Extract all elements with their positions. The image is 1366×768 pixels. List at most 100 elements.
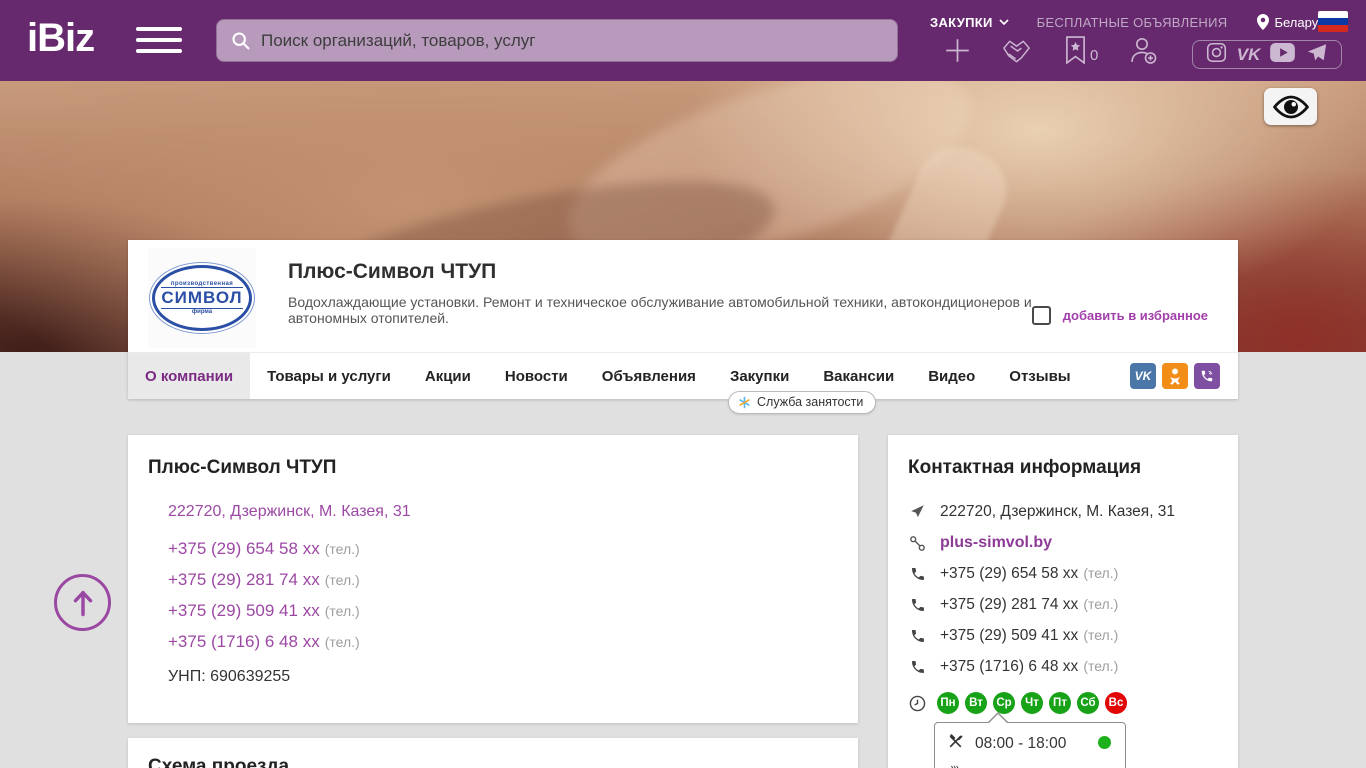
phone-icon (908, 658, 927, 675)
tab-promotions[interactable]: Акции (424, 367, 471, 385)
youtube-icon[interactable] (1270, 42, 1296, 67)
arrow-up-icon (73, 590, 92, 616)
contact-phone[interactable]: +375 (29) 654 58 xx (тел.) (940, 565, 1118, 583)
add-to-favorites[interactable]: добавить в избранное (1031, 306, 1208, 325)
tab-products[interactable]: Товары и услуги (267, 367, 391, 385)
navigation-arrow-icon (908, 503, 927, 519)
telegram-icon[interactable] (1305, 42, 1328, 68)
favorite-label: добавить в избранное (1062, 308, 1208, 323)
website-link[interactable]: plus-simvol.by (940, 534, 1053, 551)
day-badge-wed[interactable]: Ср (993, 692, 1015, 714)
company-address-link[interactable]: 222720, Дзержинск, М. Казея, 31 (168, 503, 411, 520)
day-badge-sat[interactable]: Сб (1077, 692, 1099, 714)
lunch-label: без обеда (975, 767, 1047, 768)
contact-title: Контактная информация (908, 457, 1142, 478)
menu-zakupki[interactable]: ЗАКУПКИ (930, 15, 1009, 30)
phone-link[interactable]: +375 (29) 281 74 xx (168, 570, 320, 589)
phone-type: (тел.) (1083, 596, 1119, 612)
day-badge-thu[interactable]: Чт (1021, 692, 1043, 714)
contact-address: 222720, Дзержинск, М. Казея, 31 (940, 503, 1176, 520)
search-bar (216, 19, 898, 62)
favorites-count: 0 (1090, 47, 1099, 64)
work-hours: 08:00 - 18:00 (975, 735, 1067, 752)
register-button[interactable] (1128, 36, 1158, 64)
header-action-icons: 0 (944, 36, 1158, 64)
chevron-down-icon (999, 18, 1009, 25)
phone-type: (тел.) (324, 572, 360, 588)
viber-icon[interactable] (1194, 363, 1220, 389)
region-selector[interactable]: Беларусь (1257, 14, 1331, 30)
vk-social-icon[interactable]: VK (1130, 363, 1156, 389)
day-badge-sun[interactable]: Вс (1105, 692, 1127, 714)
contact-info-card: Контактная информация 222720, Дзержинск,… (888, 435, 1238, 768)
contact-phone[interactable]: +375 (29) 509 41 xx (тел.) (940, 627, 1118, 645)
phone-link[interactable]: +375 (1716) 6 48 xx (168, 632, 320, 651)
hamburger-menu-icon[interactable] (136, 27, 182, 55)
scroll-to-top-button[interactable] (54, 574, 111, 631)
phone-link[interactable]: +375 (29) 509 41 xx (168, 601, 320, 620)
tab-procurement[interactable]: Закупки (729, 367, 790, 385)
clock-icon (908, 694, 927, 712)
odnoklassniki-icon[interactable] (1162, 363, 1188, 389)
company-description: Водохлаждающие установки. Ремонт и техни… (288, 294, 1032, 326)
tab-about[interactable]: О компании (128, 353, 251, 399)
about-title: Плюс-Символ ЧТУП (148, 457, 337, 478)
link-icon (908, 534, 927, 552)
phone-type: (тел.) (1083, 565, 1119, 581)
top-header: iBiz ЗАКУПКИ БЕСПЛАТНЫЕ ОБЪЯВЛЕНИЯ Белар… (0, 0, 1366, 81)
tab-reviews[interactable]: Отзывы (1009, 367, 1071, 385)
logo-line-main: СИМВОЛ (161, 287, 243, 309)
company-header: производственная СИМВОЛ фирма Плюс-Симво… (128, 240, 1238, 352)
day-badge-mon[interactable]: Пн (937, 692, 959, 714)
company-unp: УНП: 690639255 (168, 668, 291, 685)
accessibility-eye-button[interactable] (1264, 88, 1317, 125)
tab-ads[interactable]: Объявления (601, 367, 696, 385)
instagram-icon[interactable] (1206, 42, 1227, 68)
favorites-button[interactable]: 0 (1064, 36, 1098, 64)
day-badge-fri[interactable]: Пт (1049, 692, 1071, 714)
contact-phone-row: +375 (29) 509 41 xx (тел.) (908, 627, 1218, 645)
menu-free-ads[interactable]: БЕСПЛАТНЫЕ ОБЪЯВЛЕНИЯ (1036, 14, 1228, 30)
working-days-row: Пн Вт Ср Чт Пт Сб Вс (908, 692, 1218, 714)
contact-phone[interactable]: +375 (29) 281 74 xx (тел.) (940, 596, 1118, 614)
search-input[interactable] (216, 19, 898, 62)
plus-icon (946, 39, 969, 62)
header-social-links: VK (1192, 40, 1342, 69)
site-logo[interactable]: iBiz (27, 16, 95, 60)
tab-vacancies[interactable]: Вакансии (823, 367, 895, 385)
tab-news[interactable]: Новости (504, 367, 568, 385)
phone-number: +375 (29) 654 58 xx (940, 565, 1079, 582)
tab-video[interactable]: Видео (928, 367, 976, 385)
contact-website-row: plus-simvol.by (908, 534, 1218, 552)
phone-number: +375 (29) 281 74 xx (940, 596, 1079, 613)
company-card: производственная СИМВОЛ фирма Плюс-Симво… (128, 240, 1238, 414)
contact-phone-row: +375 (29) 654 58 xx (тел.) (908, 565, 1218, 583)
menu-zakupki-label: ЗАКУПКИ (930, 14, 993, 30)
phone-link[interactable]: +375 (29) 654 58 xx (168, 539, 320, 558)
phone-number: +375 (29) 509 41 xx (940, 627, 1079, 644)
company-tab-bar: О компании Товары и услуги Акции Новости… (128, 352, 1238, 399)
map-title: Схема проезда (148, 756, 290, 768)
about-body: 222720, Дзержинск, М. Казея, 31 +375 (29… (148, 503, 838, 686)
company-logo: производственная СИМВОЛ фирма (148, 248, 256, 348)
employment-service-tooltip[interactable]: Служба занятости (728, 391, 877, 414)
phone-type: (тел.) (324, 634, 360, 650)
contact-phone-row: +375 (29) 281 74 xx (тел.) (908, 596, 1218, 614)
header-top-menu: ЗАКУПКИ БЕСПЛАТНЫЕ ОБЪЯВЛЕНИЯ Беларусь (930, 13, 1350, 31)
company-logo-oval: производственная СИМВОЛ фирма (152, 265, 252, 331)
phone-icon (908, 565, 927, 582)
about-company-card: Плюс-Символ ЧТУП 222720, Дзержинск, М. К… (128, 435, 858, 723)
open-now-indicator (1098, 736, 1111, 749)
company-social-links: VK (1130, 353, 1220, 399)
partnership-button[interactable] (1001, 38, 1034, 64)
search-icon (230, 30, 251, 56)
contact-phone[interactable]: +375 (1716) 6 48 xx (тел.) (940, 658, 1118, 676)
favorite-checkbox[interactable] (1031, 306, 1051, 325)
vk-icon[interactable]: VK (1236, 44, 1261, 64)
day-badge-tue[interactable]: Вт (965, 692, 987, 714)
language-flag-ru[interactable] (1318, 11, 1348, 32)
logo-line-bottom: фирма (191, 308, 213, 315)
phone-line: +375 (29) 281 74 xx (тел.) (168, 570, 838, 590)
phone-number: +375 (1716) 6 48 xx (940, 658, 1079, 675)
add-company-button[interactable] (944, 37, 971, 64)
